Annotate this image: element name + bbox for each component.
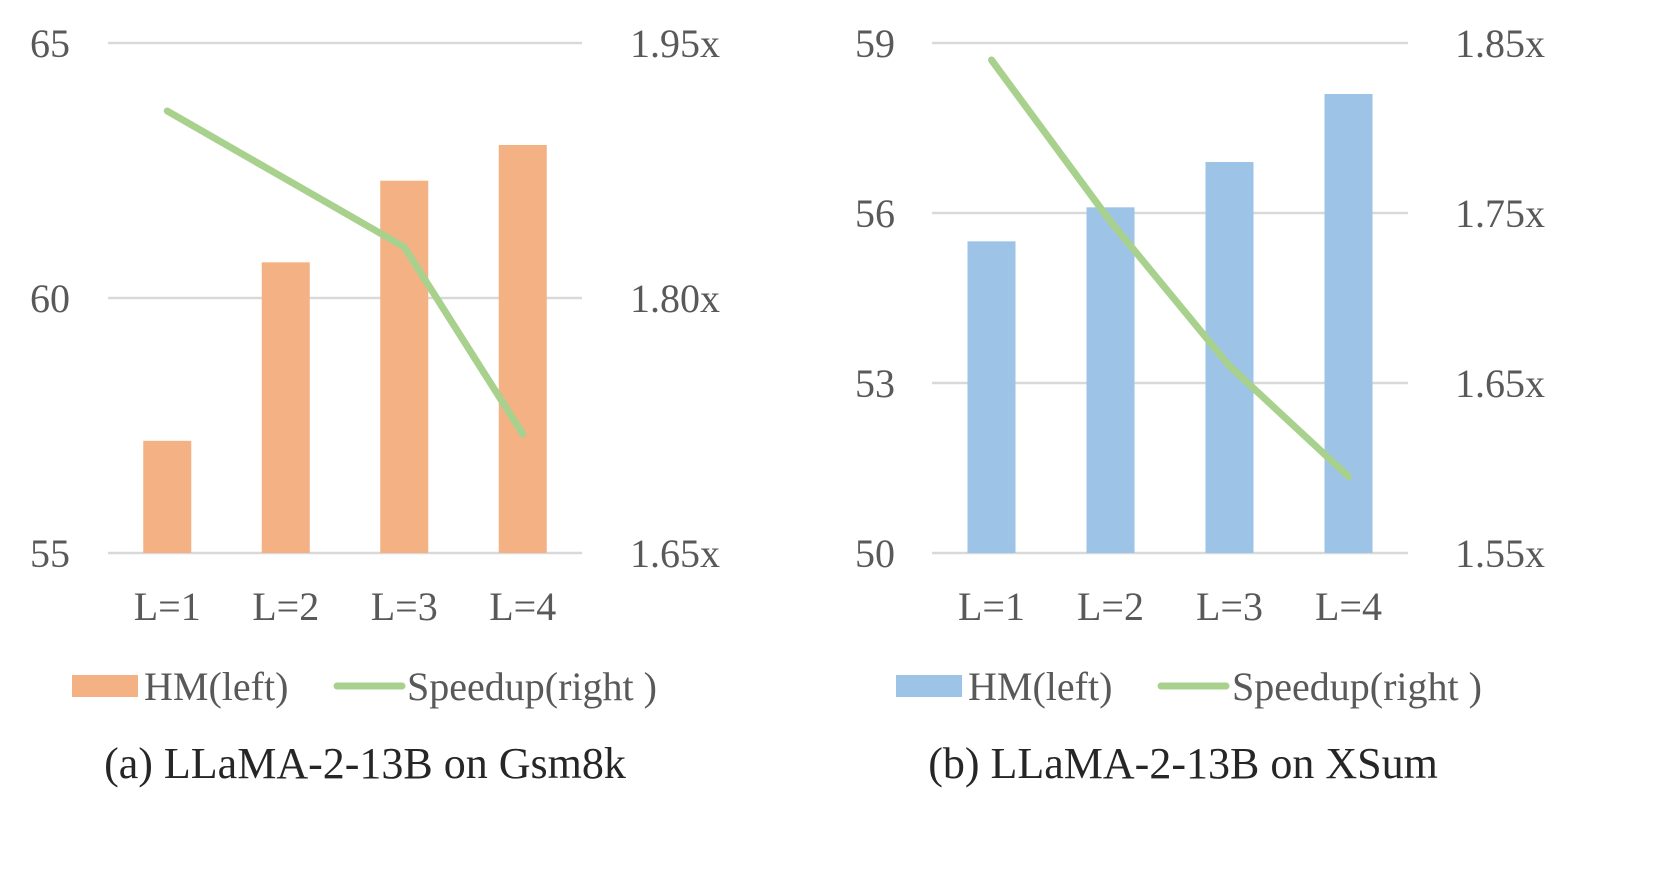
legend-line-label: Speedup(right ) (407, 664, 657, 709)
legend-bar-label: HM(left) (968, 664, 1112, 709)
legend-bar-swatch (896, 675, 962, 697)
category-tick-label: L=1 (134, 584, 201, 629)
right-axis-tick-label: 1.55x (1455, 531, 1545, 576)
bar-l2 (261, 262, 310, 553)
category-tick-label: L=4 (1315, 584, 1382, 629)
legend-bar-label: HM(left) (144, 664, 288, 709)
left-axis-tick-label: 56 (855, 191, 895, 236)
category-tick-label: L=3 (1196, 584, 1263, 629)
legend: HM(left) Speedup(right ) (896, 664, 1482, 709)
legend-bar-swatch (72, 675, 138, 697)
bar-l4 (498, 145, 547, 553)
chart-caption: (b) LLaMA-2-13B on XSum (928, 739, 1438, 788)
bar-l2 (1086, 207, 1135, 554)
category-tick-label: L=4 (489, 584, 556, 629)
category-tick-label: L=2 (1077, 584, 1144, 629)
bar-l1 (967, 241, 1016, 554)
right-axis-tick-label: 1.65x (1455, 361, 1545, 406)
speedup-line (988, 56, 1352, 480)
bar-l1 (143, 440, 192, 553)
chart-a: 55 60 65 1.65x 1.80x 1.95x L=1 L=2 L=3 L=4 HM(left… (30, 21, 720, 788)
left-axis-tick-label: 59 (855, 21, 895, 66)
speedup-line (163, 107, 527, 438)
chart-caption: (a) LLaMA-2-13B on Gsm8k (104, 739, 626, 788)
right-axis-tick-label: 1.75x (1455, 191, 1545, 236)
right-axis-tick-label: 1.65x (630, 531, 720, 576)
right-axis-tick-label: 1.85x (1455, 21, 1545, 66)
left-axis-tick-label: 55 (30, 531, 70, 576)
legend: HM(left) Speedup(right ) (72, 664, 657, 709)
category-tick-label: L=1 (958, 584, 1025, 629)
right-axis-tick-label: 1.95x (630, 21, 720, 66)
chart-b: 50 53 56 59 1.55x 1.65x 1.75x 1.85x L=1 L=2 L=3 L=4… (855, 21, 1545, 788)
bar-l3 (1205, 162, 1254, 553)
category-tick-label: L=3 (371, 584, 438, 629)
right-axis-tick-label: 1.80x (630, 276, 720, 321)
bar-l3 (380, 180, 429, 553)
left-axis-tick-label: 50 (855, 531, 895, 576)
category-tick-label: L=2 (252, 584, 319, 629)
left-axis-tick-label: 60 (30, 276, 70, 321)
left-axis-tick-label: 65 (30, 21, 70, 66)
left-axis-tick-label: 53 (855, 361, 895, 406)
legend-line-label: Speedup(right ) (1232, 664, 1482, 709)
bar-l4 (1324, 94, 1373, 553)
